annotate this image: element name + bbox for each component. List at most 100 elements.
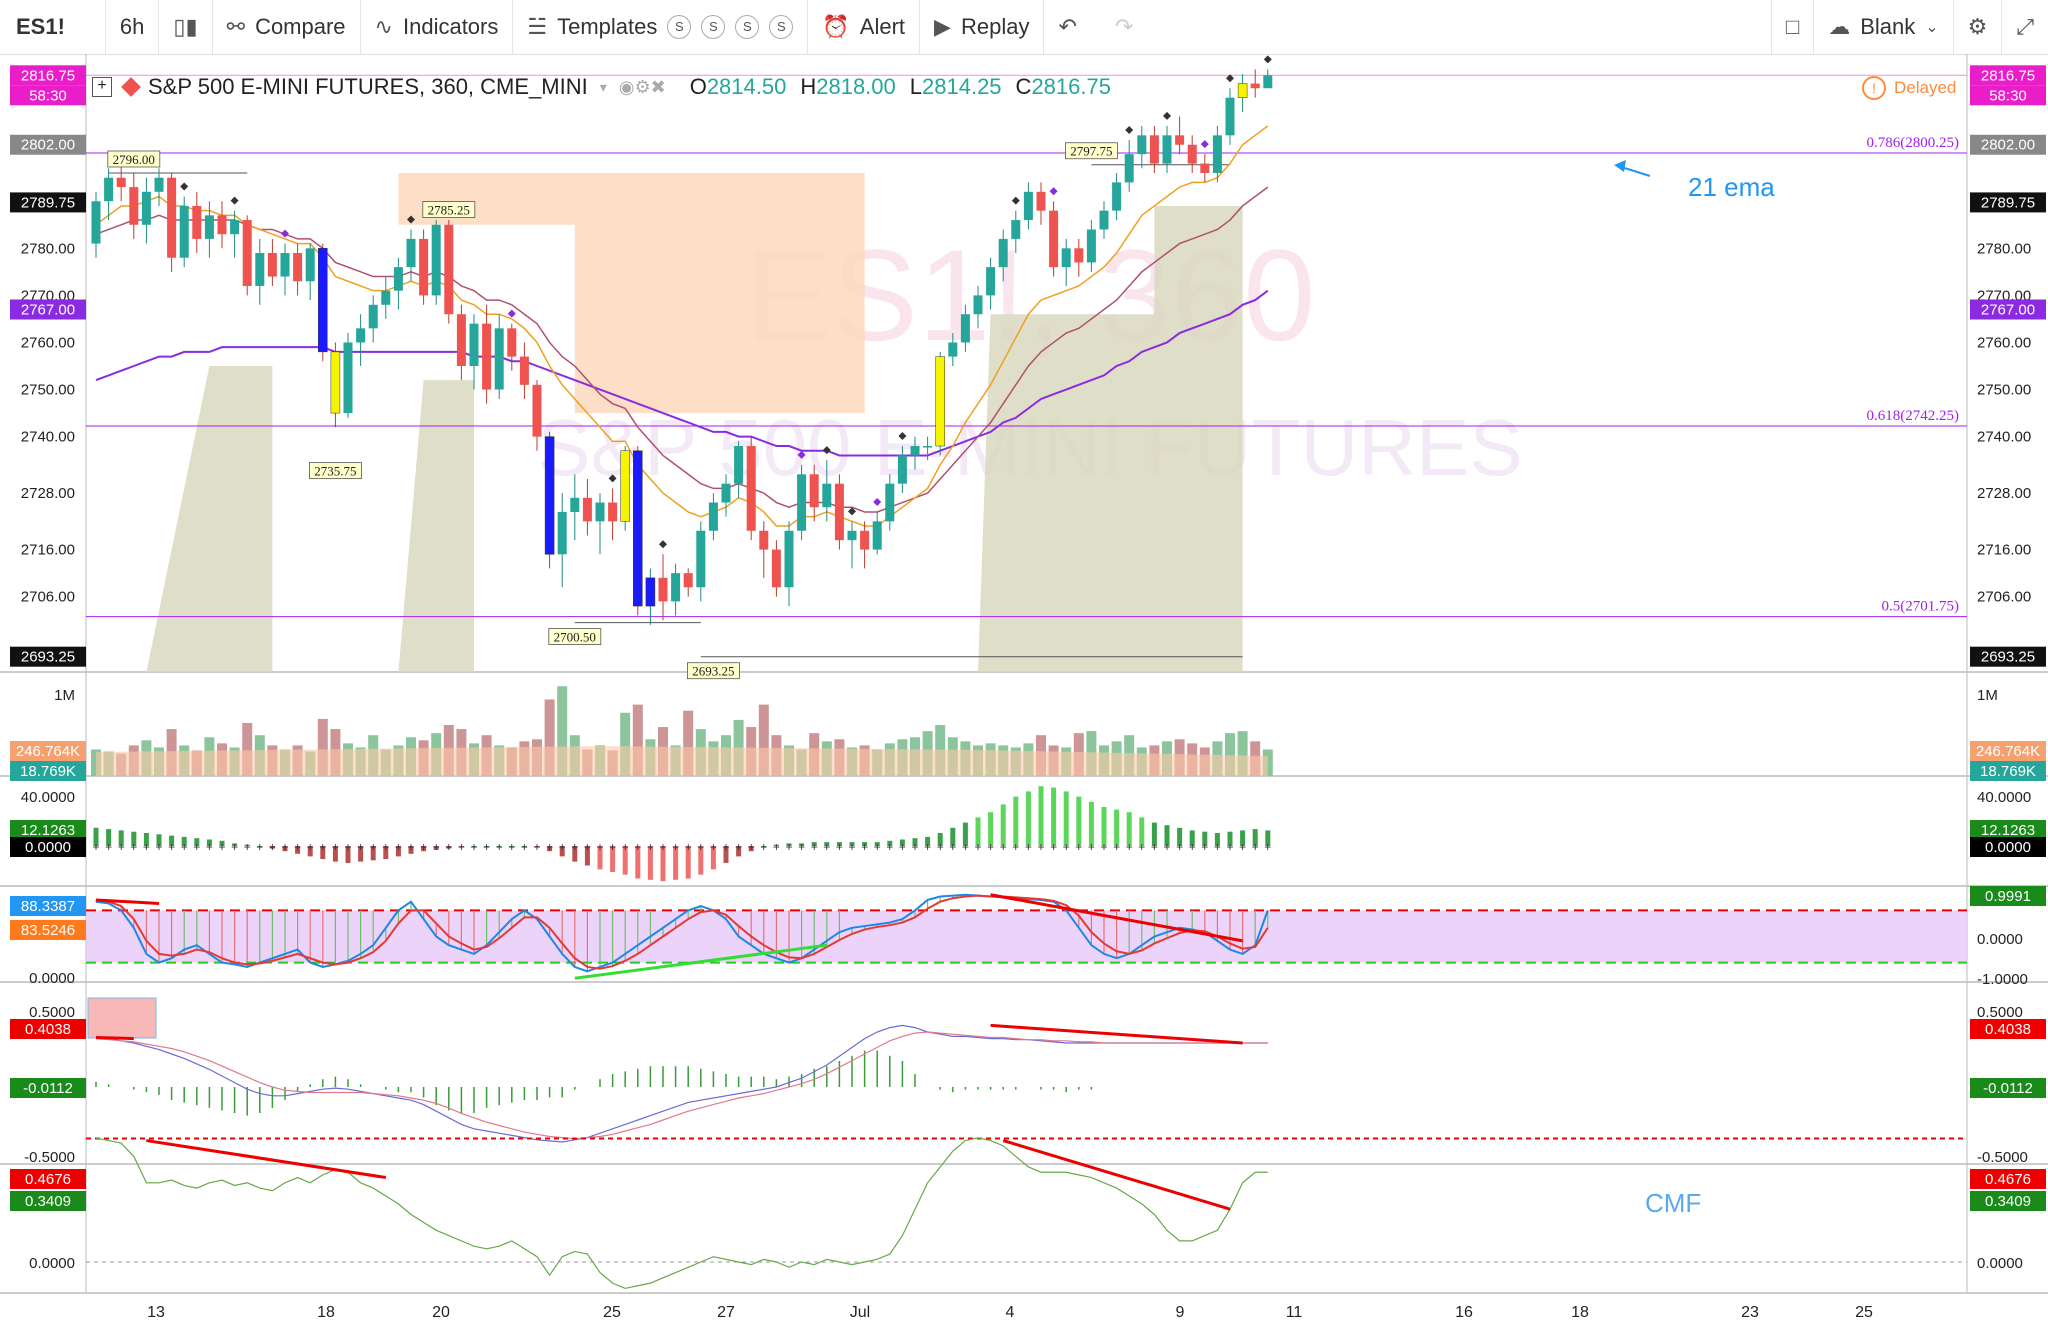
stoch-tick-right: -1.0000 <box>1977 971 2028 988</box>
histogram-zero-mark: + <box>1163 840 1170 854</box>
histogram-bar <box>1139 817 1145 846</box>
histogram-zero-mark: + <box>370 840 377 854</box>
template-badge[interactable]: S <box>735 15 760 39</box>
volume-badge-left-bg <box>10 741 86 761</box>
histogram-bar <box>799 843 805 846</box>
candle-body <box>456 314 466 366</box>
stoch-badge-right-bg <box>1970 886 2046 906</box>
histogram-zero-mark: + <box>773 840 780 854</box>
templates-button[interactable]: ☱ Templates S S S S <box>513 0 809 54</box>
histogram-zero-mark: + <box>307 840 314 854</box>
undo-button[interactable]: ↶ <box>1044 0 1100 54</box>
alert-button[interactable]: ⏰ Alert <box>808 0 921 54</box>
interval-label: 6h <box>119 14 145 39</box>
price-badge-left: 2767.00 <box>21 302 75 319</box>
fullscreen-select-button[interactable]: □ <box>1770 0 1815 54</box>
delayed-badge[interactable]: ! Delayed <box>1862 76 1956 100</box>
price-callout: 2693.25 <box>692 664 734 679</box>
candle-body <box>1061 248 1071 268</box>
signal-diamond <box>1125 126 1134 135</box>
symbol-search[interactable]: ES1! <box>0 0 106 54</box>
price-badge-left: 2816.75 <box>21 67 75 84</box>
price-badge-left-bg <box>10 299 86 320</box>
replay-button[interactable]: ▶ Replay <box>920 0 1045 54</box>
histogram-zero-mark: + <box>433 840 440 854</box>
replay-label: Replay <box>960 14 1030 39</box>
fib-level-label: 0.5(2701.75) <box>1882 599 1960 615</box>
signal-diamond <box>1163 111 1171 120</box>
info-icon: ! <box>1862 76 1886 100</box>
histogram-bar <box>106 829 112 846</box>
histogram-bar <box>748 846 754 852</box>
close-label: C <box>1015 74 1032 99</box>
candle-body <box>721 483 731 503</box>
macd-badge-right-bg <box>1970 1019 2046 1039</box>
time-axis-tick: 18 <box>317 1304 335 1320</box>
histogram-zero-mark: + <box>1214 840 1221 854</box>
candle-body <box>544 436 555 555</box>
histogram-zero-mark: + <box>483 840 490 854</box>
chevron-down-icon: ⌄ <box>1925 19 1939 36</box>
high-label: H <box>800 74 817 99</box>
candle-body <box>431 224 441 296</box>
histogram-bar <box>660 846 666 882</box>
price-badge-left: 2789.75 <box>21 194 75 211</box>
undo-icon: ↶ <box>1058 14 1077 39</box>
candle-body <box>192 205 202 239</box>
signal-diamond <box>873 497 882 506</box>
volume-bar <box>620 712 631 776</box>
candle-body <box>1074 248 1084 263</box>
settings-button[interactable]: ⚙ <box>1954 0 2003 54</box>
cmf-badge-left: 0.4676 <box>25 1171 71 1188</box>
candle-body <box>1237 83 1248 98</box>
candle-body <box>1200 163 1210 173</box>
expand-button[interactable]: ⤢ <box>2002 0 2048 54</box>
macd-badge-right: 0.4038 <box>1985 1021 2031 1038</box>
redo-button[interactable]: ↷ <box>1101 0 1157 54</box>
histogram-bar <box>610 846 616 872</box>
chart-style-button[interactable]: ▯▮ <box>159 0 213 54</box>
price-badge-left: 58:30 <box>29 87 67 104</box>
ema-fast-line <box>95 125 1269 527</box>
template-badge[interactable]: S <box>769 15 794 39</box>
ema-slow-line <box>95 289 1269 457</box>
legend-visibility-icon[interactable]: ◉⚙✖ <box>618 76 666 97</box>
candle-body <box>129 187 139 225</box>
histogram-bar <box>975 817 981 846</box>
candle-body <box>419 238 429 296</box>
compare-button[interactable]: ⚯ Compare <box>213 0 361 54</box>
histogram-zero-mark: + <box>710 840 717 854</box>
volume-bar <box>242 722 253 776</box>
histogram-bar <box>824 842 830 846</box>
candle-body <box>860 530 870 550</box>
histogram-zero-mark: + <box>281 840 288 854</box>
templates-icon: ☱ <box>527 14 548 39</box>
candle-body <box>809 474 819 508</box>
interval-button[interactable]: 6h <box>106 0 160 54</box>
histogram-zero-mark: + <box>609 840 616 854</box>
candle-body <box>683 573 693 588</box>
template-badge[interactable]: S <box>667 15 692 39</box>
price-badge-right: 2789.75 <box>1981 194 2035 211</box>
toolbar-right: □ ☁ Blank ⌄ ⚙ ⤢ <box>1770 0 2048 54</box>
histogram-zero-mark: + <box>105 840 112 854</box>
histogram-bar <box>458 846 464 848</box>
legend-add-icon[interactable]: + <box>92 77 112 97</box>
histogram-zero-mark: + <box>193 840 200 854</box>
indicators-button[interactable]: ∿ Indicators <box>361 0 514 54</box>
candle-body <box>708 502 718 531</box>
price-badge-right: 2693.25 <box>1981 649 2035 666</box>
histogram-bar <box>370 846 376 861</box>
candle-body <box>696 530 706 588</box>
time-axis-tick: 4 <box>1006 1304 1015 1320</box>
histogram-zero-mark: + <box>1126 840 1133 854</box>
histogram-zero-mark: + <box>294 840 301 854</box>
time-axis-tick: 16 <box>1455 1304 1473 1320</box>
template-badge[interactable]: S <box>701 15 726 39</box>
volume-tick-right: 1M <box>1977 687 1998 704</box>
histogram-zero-mark: + <box>168 840 175 854</box>
candle-body <box>1175 135 1185 145</box>
legend-dropdown-icon[interactable]: ▾ <box>599 78 607 95</box>
layout-button[interactable]: ☁ Blank ⌄ <box>1814 0 1954 54</box>
